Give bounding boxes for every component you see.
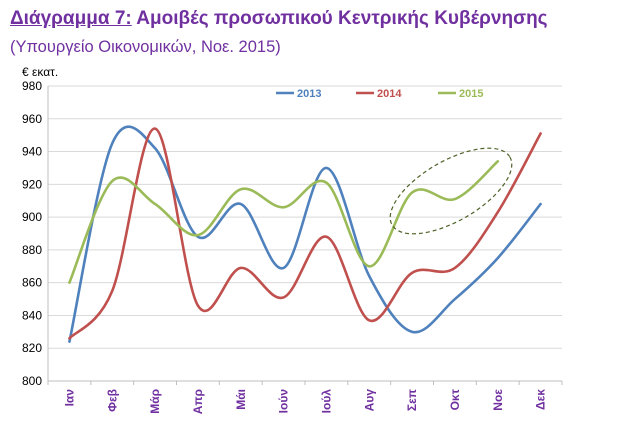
y-tick-label: 920 [22, 177, 42, 191]
legend-label-2015: 2015 [459, 88, 483, 100]
y-tick-label: 860 [22, 276, 42, 290]
y-tick-label: 900 [22, 210, 42, 224]
chart-title: Διάγραμμα 7: Αμοιβές προσωπικού Κεντρική… [10, 8, 548, 30]
y-tick-label: 880 [22, 243, 42, 257]
x-tick-label: Ιαν [62, 389, 76, 407]
x-tick-label: Αυγ [362, 389, 376, 412]
x-tick-label: Οκτ [448, 388, 462, 410]
y-axis-label: € εκατ. [22, 65, 58, 79]
series-line-2013 [68, 125, 542, 343]
x-tick-label: Φεβ [105, 389, 119, 412]
x-tick-label: Απρ [191, 389, 205, 414]
y-tick-label: 840 [22, 308, 42, 322]
x-tick-label: Μάι [234, 389, 248, 410]
axes [47, 86, 563, 385]
x-tick-label: Νοε [491, 389, 505, 411]
y-tick-label: 980 [22, 79, 42, 93]
y-tick-label: 960 [22, 112, 42, 126]
chart-title-prefix: Διάγραμμα 7: [10, 8, 132, 29]
x-tick-label: Ιούν [277, 389, 291, 414]
x-tick-label: Δεκ [534, 389, 548, 410]
y-tick-label: 820 [22, 341, 42, 355]
x-tick-labels: Ιαν Φεβ Μάρ Απρ Μάι Ιούν Ιούλ Αυγ Σεπ Οκτ Νοε Δεκ [62, 388, 547, 414]
series-line-2015 [68, 160, 500, 284]
y-tick-labels: 800 820 840 860 880 900 920 940 960 980 [22, 79, 42, 388]
legend-label-2013: 2013 [297, 88, 321, 100]
chart-subtitle: (Υπουργείο Οικονομικών, Νοε. 2015) [10, 38, 281, 56]
y-tick-label: 800 [22, 374, 42, 388]
highlight-ellipse [389, 147, 513, 235]
chart-title-text: Αμοιβές προσωπικού Κεντρικής Κυβέρνησης [136, 8, 548, 29]
x-tick-label: Σεπ [405, 389, 419, 411]
legend: 2013 2014 2015 [276, 88, 483, 100]
x-tick-label: Ιούλ [319, 389, 333, 414]
legend-label-2014: 2014 [377, 88, 402, 100]
series-lines [68, 125, 542, 343]
x-tick-label: Μάρ [148, 389, 162, 414]
y-tick-label: 940 [22, 145, 42, 159]
series-line-2014 [68, 127, 542, 340]
